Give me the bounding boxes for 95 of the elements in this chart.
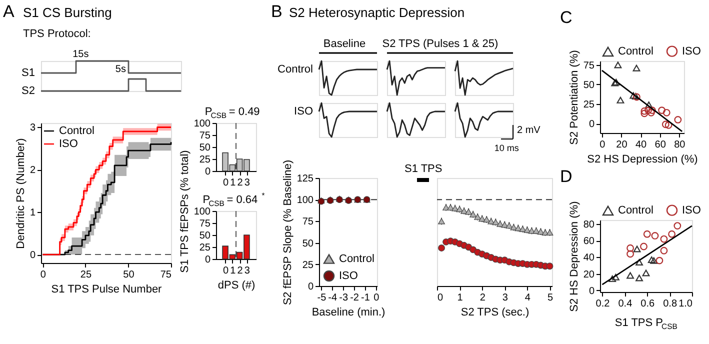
text: S1 TPS — [404, 163, 442, 175]
x-tick-label: 5 — [547, 292, 554, 304]
x-tick-label: 3 — [502, 292, 508, 304]
x-axis-title: Baseline (min.) — [312, 306, 386, 318]
text: C — [560, 8, 572, 27]
text: 2 mV — [517, 125, 541, 136]
x-tick-label: 80 — [674, 140, 686, 150]
y-tick-label: 40 — [583, 252, 595, 264]
x-axis-title: S2 TPS (sec.) — [460, 306, 530, 318]
text: 15s — [72, 49, 89, 60]
x-tick-label: 60 — [654, 140, 666, 150]
y-tick-label: 75 — [199, 130, 211, 142]
series-label: S1 — [22, 67, 35, 79]
y-tick-label: 100 — [194, 206, 211, 218]
x-tick-label: 25 — [80, 270, 92, 280]
y-tick-label: 50 — [583, 80, 595, 91]
x-tick-label: 75 — [160, 270, 172, 280]
y-tick-label: 0 — [204, 254, 211, 266]
x-tick-label: 0.2 — [596, 298, 610, 310]
text: D — [560, 167, 572, 186]
x-tick-label: 50 — [123, 270, 135, 280]
y-axis-title: S2 fEPSP Slope (% Baseline) — [282, 160, 294, 306]
x-tick-label: -4 — [328, 292, 338, 304]
x-axis-title: S2 HS Depression (%) — [587, 154, 698, 166]
x-tick-label: 20 — [616, 140, 628, 150]
legend-label: ISO — [339, 270, 358, 282]
chart-title: S2 Heterosynaptic Depression — [289, 5, 465, 20]
text: S2 TPS (Pulses 1 & 25) — [382, 38, 498, 50]
annotation: 5s — [115, 64, 126, 75]
x-tick-label: 40 — [635, 140, 648, 150]
text: Baseline — [323, 38, 366, 50]
legend-label: Control — [618, 46, 654, 58]
series-label: Control — [278, 64, 313, 76]
y-tick-label: 100 — [194, 118, 211, 130]
x-tick-label: 1 — [230, 178, 236, 188]
x-tick-label: 0.6 — [640, 298, 656, 310]
y-tick-label: 3 — [30, 122, 36, 134]
x-tick-label: 1 — [230, 266, 236, 276]
y-tick-label: 80 — [583, 220, 595, 231]
y-tick-label: 0 — [588, 119, 595, 130]
legend-label: Control — [59, 125, 94, 137]
series-label: S2 — [22, 85, 35, 97]
y-tick-label: 100 — [296, 195, 314, 206]
x-tick-label: 0 — [374, 292, 380, 304]
x-axis-title: S1 TPS Pulse Number — [51, 284, 162, 296]
legend-label: ISO — [682, 204, 702, 216]
x-tick-label: 2 — [237, 266, 244, 276]
text: A — [3, 2, 15, 21]
y-axis-title: S2 Potentiation (%) — [568, 50, 580, 145]
legend-label: Control — [339, 253, 374, 265]
x-tick-label: -5 — [317, 292, 327, 304]
x-tick-label: 0 — [438, 292, 444, 304]
legend-label: Control — [618, 204, 654, 217]
x-tick-label: 2 — [237, 178, 244, 188]
y-tick-label: 125 — [296, 174, 314, 184]
x-tick-label: -1 — [361, 292, 370, 304]
x-tick-label: 0 — [223, 178, 230, 188]
y-tick-label: 1 — [30, 208, 36, 219]
y-axis-title: S1 TPS fEPSPs (% total) — [178, 150, 191, 273]
y-tick-label: 0 — [30, 250, 36, 262]
x-tick-label: 0 — [223, 266, 230, 276]
x-tick-label: -2 — [350, 292, 360, 304]
x-tick-label: 0.8 — [663, 298, 678, 310]
y-axis-title: Dendritic PS (Number) — [14, 138, 27, 249]
x-tick-label: 4 — [524, 292, 531, 304]
x-tick-label: -3 — [339, 292, 348, 304]
y-tick-label: 50 — [302, 238, 314, 250]
x-tick-label: 1.0 — [678, 298, 693, 310]
y-tick-label: 0 — [204, 166, 211, 178]
y-tick-label: 60 — [583, 236, 595, 248]
chart-title: S1 CS Bursting — [23, 5, 112, 20]
y-tick-label: 75 — [302, 216, 314, 228]
y-tick-label: 25 — [199, 154, 211, 166]
y-tick-label: 25 — [199, 242, 211, 254]
chart-subtitle: TPS Protocol: — [23, 28, 91, 40]
x-tick-label: 0 — [600, 140, 606, 150]
x-tick-label: 3 — [244, 266, 250, 276]
y-tick-label: 2 — [30, 165, 36, 176]
y-tick-label: 50 — [199, 230, 211, 242]
y-tick-label: 75 — [199, 218, 211, 230]
y-tick-label: 75 — [583, 60, 595, 72]
text: 10 ms — [494, 143, 520, 153]
x-axis-title: dPS (#) — [218, 280, 256, 292]
legend-label: ISO — [59, 138, 78, 150]
x-tick-label: 2 — [480, 292, 486, 304]
y-axis-title: S2 HS Depression (%) — [568, 201, 580, 312]
y-tick-label: 0 — [308, 282, 314, 292]
series-label: ISO — [294, 106, 314, 118]
x-tick-label: 0.4 — [618, 298, 633, 310]
x-tick-label: 1 — [457, 292, 464, 304]
text: B — [271, 2, 282, 21]
x-tick-label: 3 — [244, 178, 250, 188]
legend-label: ISO — [682, 45, 702, 58]
x-tick-label: 0 — [40, 270, 46, 280]
y-tick-label: 25 — [583, 100, 595, 111]
